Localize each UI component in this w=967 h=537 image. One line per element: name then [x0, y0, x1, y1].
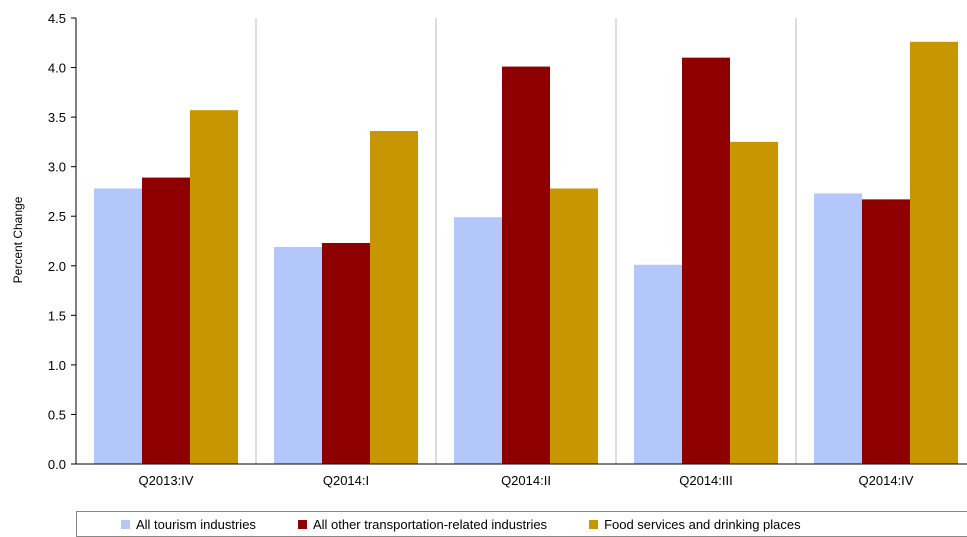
y-tick-label: 2.5	[48, 209, 66, 224]
bar-chart: 0.00.51.01.52.02.53.03.54.04.5 Q2013:IV Q…	[11, 11, 967, 488]
y-tick-label: 3.0	[48, 160, 66, 175]
bar-2-4	[682, 57, 730, 465]
bar-1-5	[814, 193, 862, 464]
y-axis: 0.0 0.5 1.0 1.5 2.0 2.5 3.0 3.5 4.0 4.5	[48, 11, 77, 472]
bar-3-3	[550, 188, 598, 464]
legend-swatch	[297, 519, 307, 529]
bar-1-4	[634, 264, 682, 464]
bar-2-5	[862, 199, 910, 464]
legend-label: All other transportation-related industr…	[312, 516, 548, 532]
legend-label: Food services and drinking places	[604, 516, 801, 532]
bars	[94, 41, 958, 465]
y-tick-label: 1.5	[48, 308, 66, 323]
y-tick-label: 4.5	[48, 11, 66, 26]
plot-area	[255, 18, 797, 464]
x-axis: Q2013:IV Q2014:I Q2014:II Q2014:III Q2014:IV	[76, 463, 967, 488]
legend-swatch	[589, 519, 599, 529]
bar-1-3	[454, 217, 502, 464]
legend: All tourism industries All other transpor…	[76, 511, 967, 537]
bar-1-2	[274, 246, 322, 464]
x-tick-label: Q2014:I	[323, 473, 369, 488]
y-tick-label: 2.0	[48, 259, 66, 274]
x-tick-label: Q2014:II	[501, 473, 551, 488]
bar-2-3	[502, 66, 550, 464]
y-tick-label: 4.0	[48, 61, 66, 76]
y-tick-label: 1.0	[48, 358, 66, 373]
legend-swatch	[121, 519, 130, 529]
y-tick-label: 3.5	[48, 110, 66, 125]
legend-item: All tourism industries	[121, 517, 256, 532]
y-tick-label: 0.5	[48, 407, 66, 422]
bar-1-1	[94, 188, 142, 464]
y-axis-label: Percent Change	[11, 196, 25, 283]
bar-3-4	[730, 141, 778, 464]
legend-item: Food services and drinking places	[589, 517, 801, 532]
bar-3-2	[370, 130, 418, 464]
x-tick-label: Q2014:IV	[859, 473, 914, 488]
bar-3-1	[190, 110, 238, 464]
legend-item: All other transportation-related industr…	[297, 516, 548, 532]
bar-2-1	[142, 177, 190, 464]
bar-2-2	[322, 242, 370, 464]
y-tick-label: 0.0	[48, 457, 66, 472]
x-tick-label: Q2013:IV	[139, 473, 194, 488]
legend-label: All tourism industries	[136, 516, 256, 532]
x-tick-label: Q2014:III	[679, 473, 732, 488]
bar-3-5	[910, 41, 958, 464]
